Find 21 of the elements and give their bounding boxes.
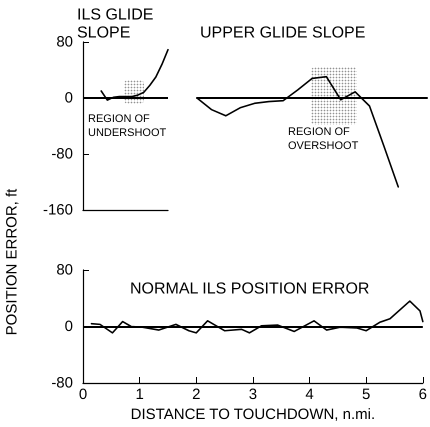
x-tick-label: 1 [135,386,144,403]
chart-title: ILS GLIDE SLOPE [77,6,158,42]
y-tick-label: -160 [42,202,73,218]
y-tick-label: 80 [56,34,73,50]
annotation: REGION OF UNDERSHOOT [88,113,167,139]
x-tick-label: 4 [305,386,314,403]
x-tick-label: 5 [362,386,370,403]
y-tick-label: 0 [64,318,73,335]
x-tick-label: 3 [248,386,258,403]
chart-title: UPPER GLIDE SLOPE [200,24,366,42]
text: NORMAL ILS POSITION ERROR [130,280,370,298]
y-tick-label: 0 [64,90,73,106]
x-tick-label: 0 [78,386,88,403]
annotation: REGION OF OVERSHOOT [288,126,359,152]
x-tick-label: 6 [418,386,427,403]
x-tick-label: 2 [192,386,200,403]
y-tick-label: -80 [51,146,73,162]
y-tick-label: 80 [56,262,73,278]
y-tick-label: -80 [51,374,73,392]
x-axis-title: DISTANCE TO TOUCHDOWN, n.mi. [130,406,376,423]
y-axis-title: POSITION ERROR, ft [4,188,20,336]
